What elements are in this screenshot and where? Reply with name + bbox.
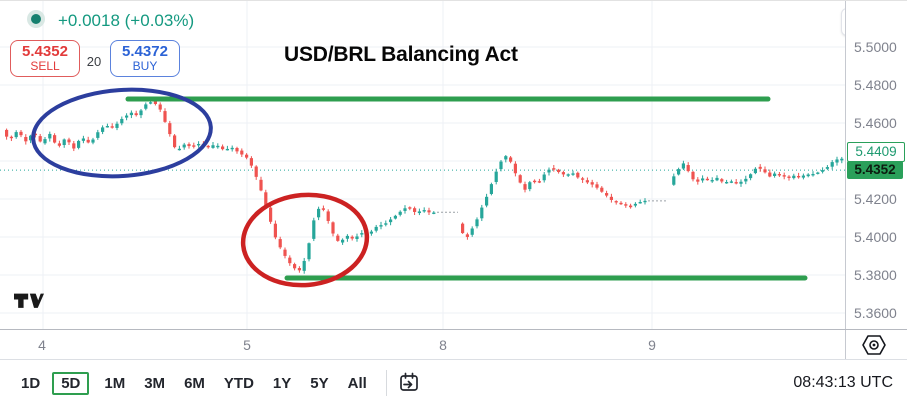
buy-label: BUY xyxy=(132,59,158,73)
session-gap-lines xyxy=(437,200,668,213)
range-button-5d[interactable]: 5D xyxy=(52,371,90,395)
chart-title: USD/BRL Balancing Act xyxy=(284,43,518,66)
price-tick: 5.3800 xyxy=(854,267,897,283)
price-tick: 5.4000 xyxy=(854,229,897,245)
sell-price: 5.4352 xyxy=(22,43,68,60)
countdown-price-badge: 5.4409 xyxy=(847,142,905,162)
range-buttons: 1D 5D 1M 3M 6M YTD 1Y 5Y All xyxy=(17,371,382,395)
range-button-5y[interactable]: 5Y xyxy=(310,374,329,392)
toolbar-divider xyxy=(385,370,387,396)
grid-lines xyxy=(0,1,845,329)
chart-canvas[interactable] xyxy=(0,1,845,329)
sell-button[interactable]: 5.4352 SELL xyxy=(10,40,80,77)
time-axis-separator xyxy=(0,329,907,330)
time-tick: 4 xyxy=(38,337,46,353)
time-tick: 8 xyxy=(439,337,447,353)
market-open-dot xyxy=(31,14,41,24)
hexagon-eye-icon[interactable] xyxy=(860,334,888,356)
price-change-text: +0.0018 (+0.03%) xyxy=(58,11,195,30)
time-tick: 5 xyxy=(243,337,251,353)
blue-ellipse[interactable] xyxy=(30,84,214,182)
go-to-date-icon[interactable] xyxy=(397,371,421,395)
price-tick: 5.4600 xyxy=(854,115,897,131)
time-tick: 9 xyxy=(648,337,656,353)
range-button-all[interactable]: All xyxy=(347,374,367,392)
spread-value: 20 xyxy=(86,54,102,69)
candlestick-series xyxy=(5,99,844,274)
sell-label: SELL xyxy=(30,59,60,73)
red-ellipse[interactable] xyxy=(239,190,370,290)
price-tick: 5.4200 xyxy=(854,191,897,207)
utc-clock: 08:43:13 UTC xyxy=(793,374,893,391)
last-price-badge: 5.4352 xyxy=(847,161,903,179)
range-button-1m[interactable]: 1M xyxy=(104,374,126,392)
buy-button[interactable]: 5.4372 BUY xyxy=(110,40,180,77)
buy-price: 5.4372 xyxy=(122,43,168,60)
market-status-icon[interactable] xyxy=(27,10,45,28)
time-axis[interactable]: 4 5 8 9 xyxy=(0,330,845,359)
price-tick: 5.4800 xyxy=(854,77,897,93)
range-button-6m[interactable]: 6M xyxy=(184,374,205,392)
tradingview-logo[interactable] xyxy=(14,293,44,311)
range-button-ytd[interactable]: YTD xyxy=(223,374,254,392)
range-button-1d[interactable]: 1D xyxy=(21,374,41,392)
price-tick: 5.5000 xyxy=(854,39,897,55)
bottom-toolbar: 1D 5D 1M 3M 6M YTD 1Y 5Y All 08:43:13 UTC xyxy=(0,359,907,406)
range-button-1y[interactable]: 1Y xyxy=(272,374,292,392)
price-axis[interactable]: 5.5000 5.4800 5.4600 5.4200 5.4000 5.3800 5.36… xyxy=(845,1,907,359)
range-button-3m[interactable]: 3M xyxy=(144,374,166,392)
price-tick: 5.3600 xyxy=(854,305,897,321)
